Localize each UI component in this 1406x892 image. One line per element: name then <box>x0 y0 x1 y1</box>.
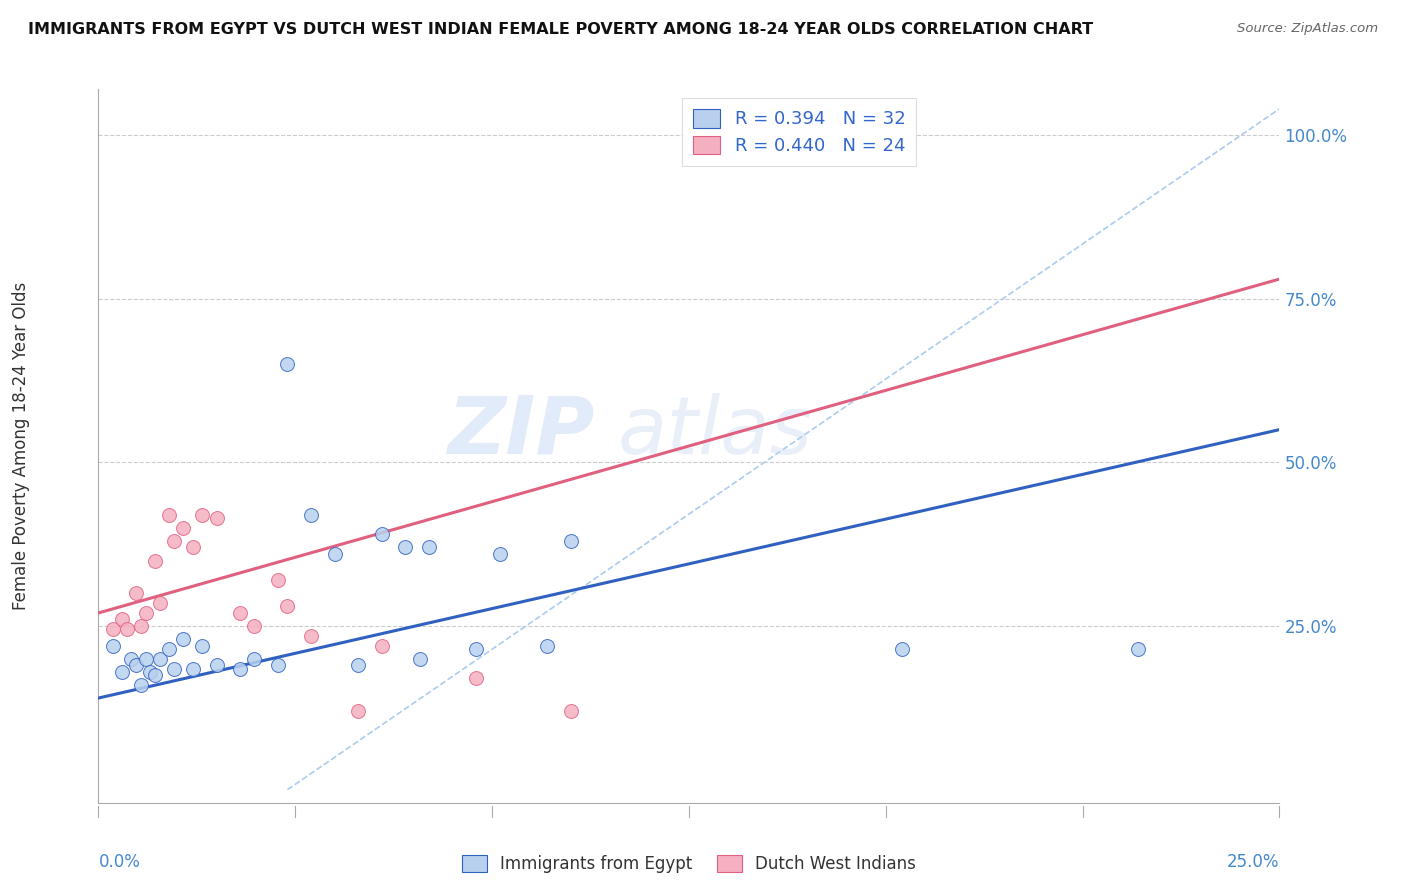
Point <box>172 632 194 647</box>
Text: Female Poverty Among 18-24 Year Olds: Female Poverty Among 18-24 Year Olds <box>13 282 30 610</box>
Point <box>394 541 416 555</box>
Text: 25.0%: 25.0% <box>1227 853 1279 871</box>
Point <box>121 652 143 666</box>
Point <box>111 665 134 679</box>
Point <box>267 658 290 673</box>
Point <box>299 508 322 522</box>
Point <box>229 662 252 676</box>
Point <box>101 623 124 637</box>
Point <box>371 527 394 541</box>
Point <box>1126 642 1149 657</box>
Point <box>111 612 134 626</box>
Point <box>205 658 228 673</box>
Point <box>347 704 370 718</box>
Point <box>125 658 148 673</box>
Point <box>890 128 912 142</box>
Point <box>135 652 157 666</box>
Point <box>129 619 152 633</box>
Point <box>276 357 298 371</box>
Point <box>465 642 488 657</box>
Point <box>299 629 322 643</box>
Point <box>181 662 204 676</box>
Point <box>205 511 228 525</box>
Point <box>267 573 290 587</box>
Point <box>243 619 266 633</box>
Point <box>408 652 430 666</box>
Point <box>181 541 204 555</box>
Point <box>157 642 180 657</box>
Text: 0.0%: 0.0% <box>98 853 141 871</box>
Point <box>371 639 394 653</box>
Text: Source: ZipAtlas.com: Source: ZipAtlas.com <box>1237 22 1378 36</box>
Point <box>890 642 912 657</box>
Point <box>101 639 124 653</box>
Point <box>323 547 346 561</box>
Legend: Immigrants from Egypt, Dutch West Indians: Immigrants from Egypt, Dutch West Indian… <box>456 848 922 880</box>
Point <box>157 508 180 522</box>
Point <box>125 586 148 600</box>
Point <box>243 652 266 666</box>
Point <box>135 606 157 620</box>
Point <box>149 596 172 610</box>
Point <box>229 606 252 620</box>
Point <box>129 678 152 692</box>
Point <box>143 553 166 567</box>
Point <box>347 658 370 673</box>
Point <box>191 508 214 522</box>
Point <box>489 547 512 561</box>
Point <box>465 672 488 686</box>
Point <box>276 599 298 614</box>
Point <box>560 533 582 548</box>
Point <box>163 662 186 676</box>
Point <box>115 623 138 637</box>
Point <box>163 533 186 548</box>
Text: IMMIGRANTS FROM EGYPT VS DUTCH WEST INDIAN FEMALE POVERTY AMONG 18-24 YEAR OLDS : IMMIGRANTS FROM EGYPT VS DUTCH WEST INDI… <box>28 22 1094 37</box>
Point <box>536 639 558 653</box>
Point <box>143 668 166 682</box>
Text: atlas: atlas <box>619 392 813 471</box>
Point <box>560 704 582 718</box>
Point <box>172 521 194 535</box>
Point <box>149 652 172 666</box>
Point <box>418 541 440 555</box>
Point <box>191 639 214 653</box>
Text: ZIP: ZIP <box>447 392 595 471</box>
Point <box>139 665 162 679</box>
